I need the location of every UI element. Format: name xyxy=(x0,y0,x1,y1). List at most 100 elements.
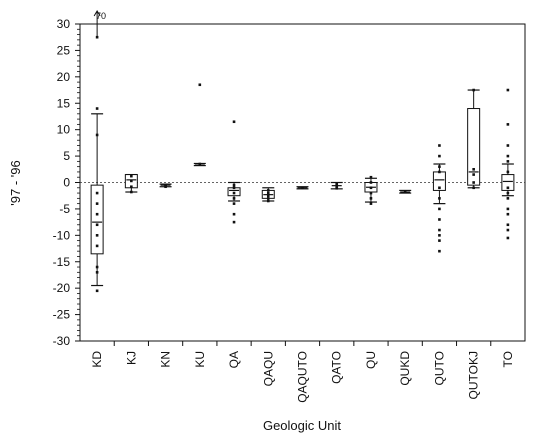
unit-qaquto xyxy=(296,186,309,190)
data-point xyxy=(232,191,236,195)
unit-to xyxy=(501,88,515,240)
unit-kj xyxy=(124,173,138,194)
data-point xyxy=(506,197,510,200)
y-tick-label: -15 xyxy=(53,255,71,269)
data-point xyxy=(95,223,99,227)
data-point xyxy=(506,212,510,216)
y-tick-label: -20 xyxy=(53,281,71,295)
data-point xyxy=(506,228,510,232)
data-point xyxy=(506,170,510,174)
data-point xyxy=(438,165,441,168)
data-point xyxy=(232,183,236,187)
data-point xyxy=(438,170,441,174)
x-tick-label: TO xyxy=(501,351,515,367)
data-point xyxy=(369,191,373,195)
x-tick-label: QAQUTO xyxy=(296,351,310,403)
plot-frame xyxy=(79,23,526,342)
data-point xyxy=(438,249,441,253)
data-point xyxy=(335,183,339,187)
y-tick-label: 25 xyxy=(57,43,71,57)
y-tick-label: -5 xyxy=(59,202,70,216)
data-point xyxy=(95,234,99,237)
unit-ku xyxy=(193,83,206,167)
iqr-box xyxy=(501,174,515,191)
data-point xyxy=(266,191,270,195)
y-tick-label: 30 xyxy=(57,17,71,31)
data-point xyxy=(506,186,510,190)
data-point xyxy=(335,182,339,185)
y-tick-label: 0 xyxy=(63,176,70,190)
data-point xyxy=(232,120,236,124)
data-point xyxy=(438,154,441,158)
data-point xyxy=(266,197,270,200)
data-point xyxy=(130,185,133,189)
data-point xyxy=(232,220,236,224)
data-point xyxy=(301,186,304,190)
x-tick-label: KN xyxy=(159,351,173,368)
data-point xyxy=(506,191,510,195)
data-point xyxy=(95,244,99,248)
x-tick-label: QA xyxy=(227,351,241,368)
data-point xyxy=(232,197,236,200)
unit-qaqu xyxy=(261,187,275,203)
unit-qato xyxy=(330,181,343,190)
data-point xyxy=(506,207,510,211)
data-point xyxy=(506,236,510,240)
iqr-box xyxy=(467,108,481,186)
data-point xyxy=(438,144,441,147)
data-point xyxy=(266,189,270,192)
data-point xyxy=(472,167,475,171)
plot-marks xyxy=(80,10,525,293)
data-point xyxy=(438,218,441,221)
data-point xyxy=(266,194,270,198)
data-point xyxy=(95,191,99,195)
y-tick-label: -10 xyxy=(53,228,71,242)
data-point xyxy=(232,186,236,190)
y-tick-label: -30 xyxy=(53,334,71,348)
data-point xyxy=(438,228,441,232)
data-point xyxy=(198,162,202,166)
y-tick-label: -25 xyxy=(53,308,71,322)
y-axis: 30 25 20 15 10 5 0 -5 -10 -15 -20 -25 -30 xyxy=(53,17,80,348)
data-point xyxy=(95,212,99,216)
data-point xyxy=(472,88,475,92)
unit-qutokj xyxy=(467,88,481,190)
data-point xyxy=(95,202,99,205)
data-point xyxy=(472,181,475,184)
data-point xyxy=(506,144,510,147)
data-point xyxy=(95,271,99,274)
off-scale-arrowhead xyxy=(93,10,101,17)
data-point xyxy=(369,186,373,190)
data-point xyxy=(95,35,99,39)
x-tick-label: QUTO xyxy=(432,351,446,385)
data-point xyxy=(266,199,270,203)
data-point xyxy=(438,234,441,237)
data-point xyxy=(95,289,99,293)
x-axis-label: Geologic Unit xyxy=(263,418,341,433)
data-point xyxy=(95,133,99,137)
data-point xyxy=(369,181,373,184)
data-point xyxy=(164,183,167,187)
data-point xyxy=(198,83,202,87)
x-tick-label: QUKD xyxy=(398,351,412,386)
data-point xyxy=(506,160,510,163)
y-tick-label: 10 xyxy=(57,123,71,137)
x-tick-label: KJ xyxy=(124,351,138,365)
data-point xyxy=(438,207,441,211)
data-point xyxy=(95,107,99,110)
data-point xyxy=(506,88,510,92)
off-scale-annotation: 70 xyxy=(96,11,106,21)
data-point xyxy=(438,186,441,190)
x-tick-label: KD xyxy=(90,351,104,368)
iqr-box xyxy=(90,184,104,255)
data-point xyxy=(130,190,133,194)
data-point xyxy=(506,154,510,158)
data-point xyxy=(369,197,373,200)
data-point xyxy=(438,197,441,200)
data-point xyxy=(506,123,510,126)
x-tick-label: QU xyxy=(364,351,378,369)
unit-qu xyxy=(364,175,378,205)
x-tick-label: QATO xyxy=(330,351,344,384)
unit-qukd xyxy=(399,189,412,194)
